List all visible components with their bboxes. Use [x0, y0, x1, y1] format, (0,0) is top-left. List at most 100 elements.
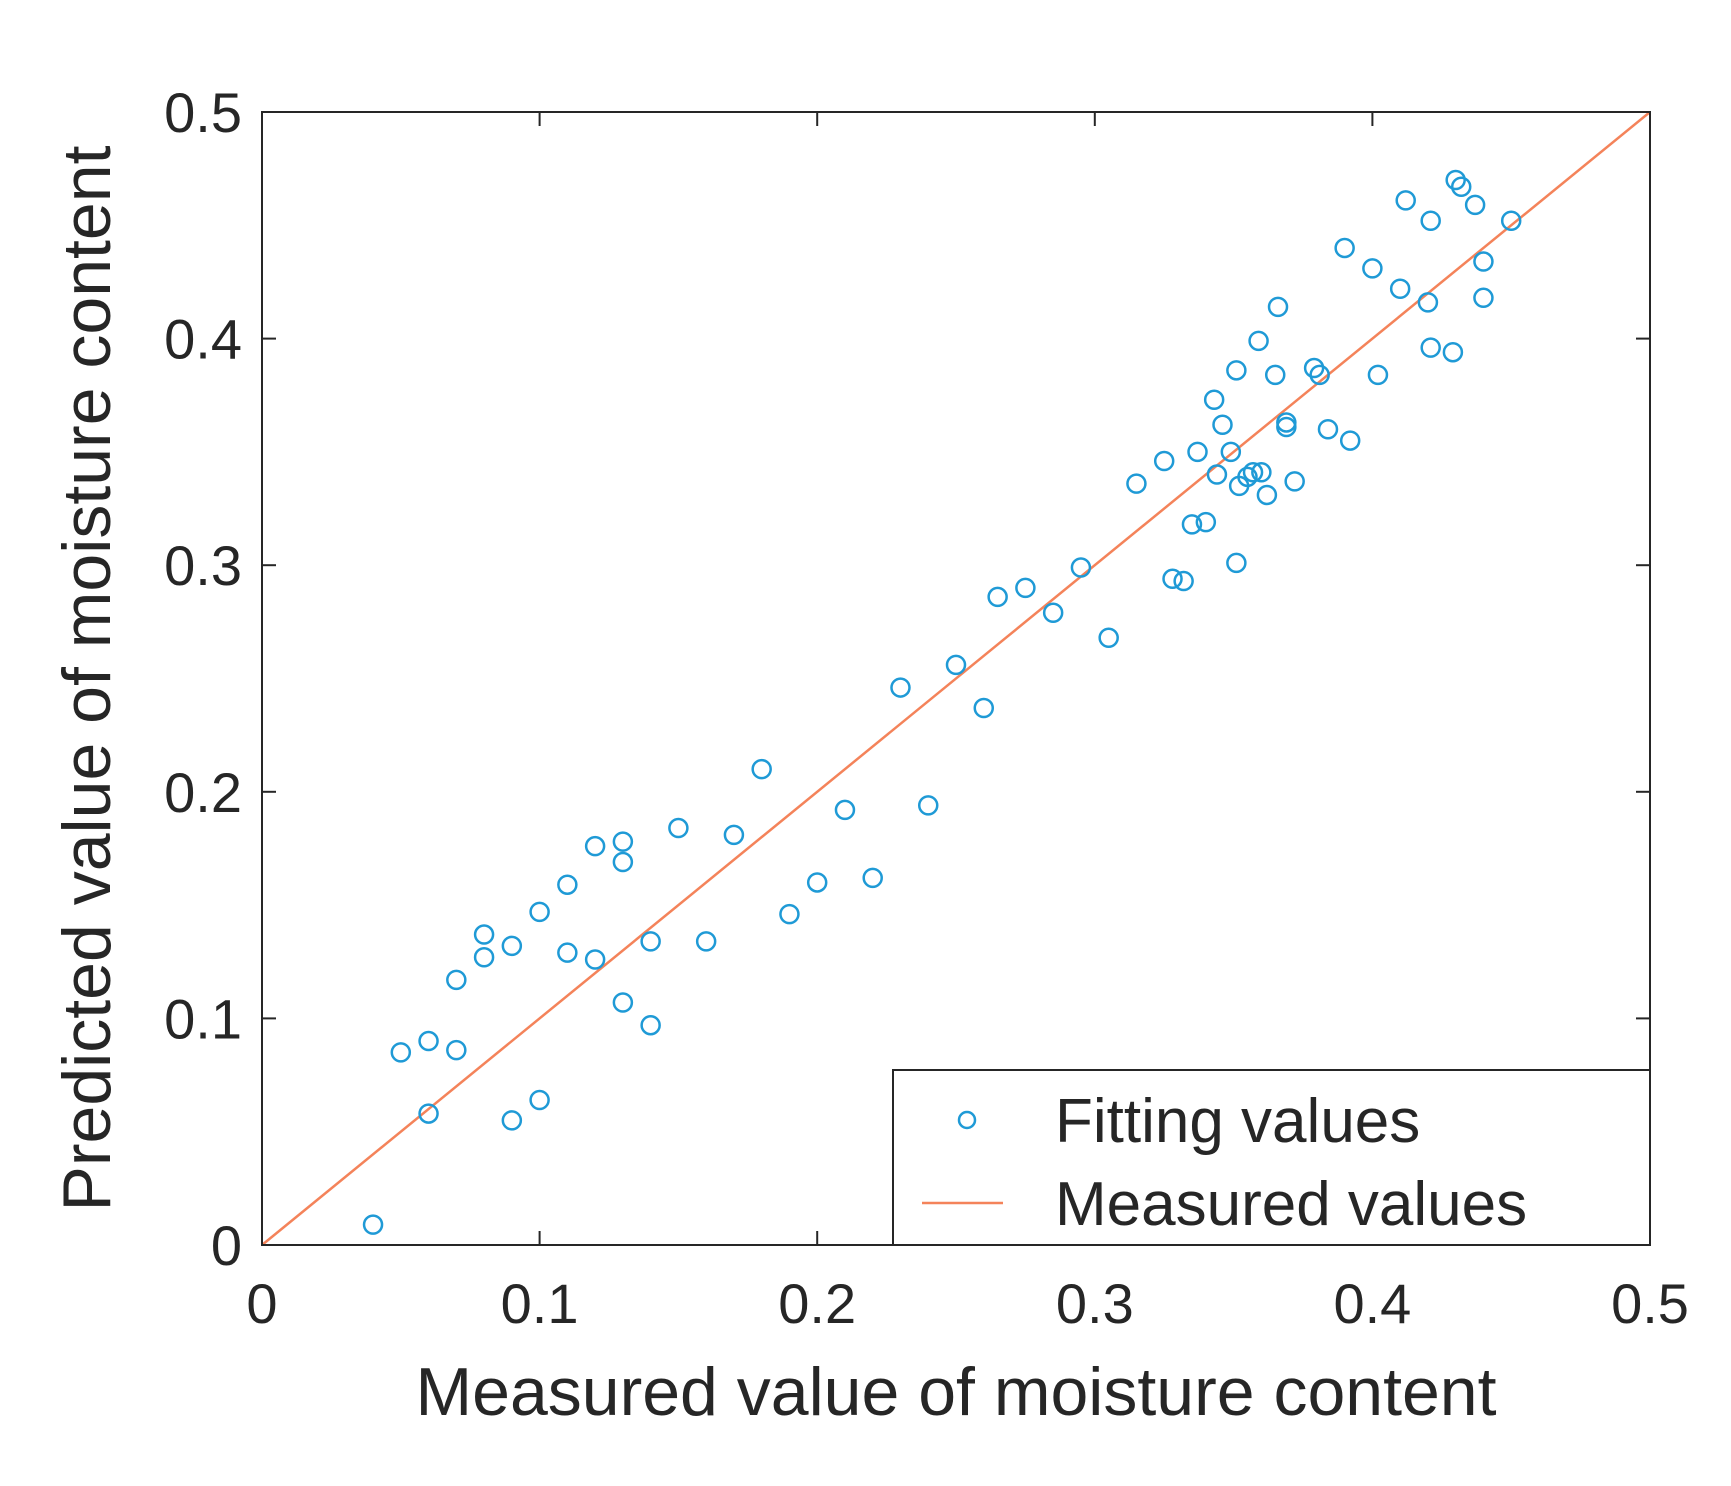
- fitting-value-point: [362, 1214, 384, 1235]
- y-tick-label: 0.4: [164, 308, 242, 371]
- fitting-value-point: [446, 969, 467, 991]
- fitting-value-point: [1362, 258, 1383, 279]
- fitting-value-point: [612, 851, 634, 873]
- fitting-value-point: [917, 795, 939, 816]
- fitting-value-point: [668, 817, 689, 839]
- fitting-value-point: [1417, 292, 1439, 313]
- fitting-value-point: [584, 835, 606, 857]
- fitting-value-point: [418, 1030, 439, 1052]
- y-axis-title: Predicted value of moisture content: [49, 145, 125, 1211]
- fitting-value-point: [1445, 169, 1466, 191]
- y-tick-label: 0.1: [164, 987, 242, 1050]
- y-tick-label: 0.2: [164, 761, 242, 824]
- fitting-value-point: [1173, 570, 1194, 592]
- fitting-value-point: [973, 697, 995, 719]
- fitting-value-point: [1070, 557, 1092, 578]
- legend-box: [892, 1069, 1651, 1246]
- fitting-value-point: [945, 654, 967, 676]
- legend-label-fitting: Fitting values: [1055, 1087, 1420, 1156]
- fitting-value-point: [446, 1039, 467, 1061]
- fitting-value-point: [1334, 237, 1355, 259]
- fitting-value-point: [640, 931, 661, 952]
- fitting-value-point: [640, 1014, 661, 1036]
- fitting-value-point: [1367, 364, 1389, 386]
- fitting-value-point: [1450, 176, 1472, 198]
- fitting-value-point: [890, 677, 911, 698]
- fitting-value-point: [1317, 418, 1339, 440]
- fitting-value-point: [1284, 471, 1305, 492]
- x-tick-label: 0.2: [778, 1272, 856, 1335]
- fitting-value-point: [1420, 337, 1441, 358]
- fitting-value-point: [1153, 450, 1175, 472]
- y-tick-label: 0.5: [164, 81, 242, 144]
- fitting-value-point: [1420, 210, 1441, 232]
- fitting-value-point: [1339, 430, 1361, 451]
- fitting-value-point: [1162, 568, 1183, 590]
- fitting-value-point: [501, 1110, 523, 1131]
- fitting-value-point: [779, 903, 800, 925]
- x-tick-label: 0.4: [1333, 1272, 1411, 1335]
- legend-marker-fitting: [957, 1110, 977, 1130]
- fitting-value-point: [418, 1103, 439, 1124]
- fitting-value-point: [612, 992, 634, 1013]
- fitting-value-point: [1256, 484, 1278, 506]
- x-tick-label: 0.5: [1611, 1272, 1689, 1335]
- fitting-value-point: [1226, 552, 1247, 574]
- x-tick-labels: 0 0.1 0.2 0.3 0.4 0.5: [246, 1272, 1689, 1335]
- fitting-value-point: [1181, 514, 1203, 535]
- fitting-value-point: [1276, 416, 1297, 438]
- fitting-value-point: [1464, 194, 1486, 216]
- fitting-value-point: [1303, 357, 1325, 379]
- fitting-value-point: [1242, 462, 1264, 483]
- legend: Fitting values Measured values: [892, 1069, 1651, 1246]
- fitting-value-point: [1309, 364, 1330, 386]
- fitting-value-point: [987, 586, 1008, 608]
- fitting-value-point: [806, 872, 828, 893]
- x-tick-label: 0.1: [501, 1272, 579, 1335]
- fitting-value-point: [529, 901, 550, 923]
- fitting-value-point: [1267, 296, 1289, 318]
- fitting-value-point: [390, 1042, 412, 1063]
- x-tick-label: 0: [246, 1272, 277, 1335]
- fitting-value-point: [1098, 627, 1119, 648]
- fitting-value-point: [1042, 602, 1064, 624]
- fitting-value-point: [1395, 190, 1416, 211]
- fitting-value-point: [751, 758, 772, 780]
- fitting-value-point: [1206, 464, 1228, 485]
- fitting-value-point: [612, 831, 634, 852]
- fitting-value-point: [1264, 364, 1286, 386]
- fitting-value-point: [1195, 511, 1217, 533]
- fitting-value-point: [501, 935, 523, 957]
- fitting-value-point: [1226, 360, 1247, 381]
- legend-label-measured: Measured values: [1055, 1170, 1527, 1239]
- fitting-value-point: [584, 949, 606, 970]
- fitting-value-point: [557, 874, 578, 895]
- fitting-value-point: [834, 799, 856, 821]
- fitting-value-point: [473, 946, 495, 968]
- fitting-value-point: [695, 931, 717, 952]
- fitting-value-point: [473, 924, 495, 945]
- fitting-value-point: [1389, 278, 1411, 299]
- fitting-value-point: [1220, 441, 1242, 463]
- fitting-value-point: [1473, 251, 1494, 272]
- fitting-value-point: [1251, 462, 1272, 483]
- y-tick-label: 0.3: [164, 534, 242, 597]
- y-tick-labels: 0 0.1 0.2 0.3 0.4 0.5: [164, 81, 242, 1277]
- fitting-value-point: [1203, 389, 1225, 411]
- fitting-value-point: [862, 867, 883, 889]
- fitting-value-point: [529, 1089, 550, 1111]
- x-tick-label: 0.3: [1056, 1272, 1134, 1335]
- fitting-value-point: [1212, 414, 1233, 435]
- fitting-value-point: [1187, 441, 1208, 463]
- fitting-value-point: [1015, 577, 1036, 599]
- fitting-value-point: [1237, 466, 1258, 488]
- fitting-value-point: [1248, 330, 1269, 352]
- fitting-value-point: [723, 824, 745, 846]
- fitting-value-point: [1500, 210, 1522, 232]
- y-tick-label: 0: [211, 1214, 242, 1277]
- fitting-value-point: [1473, 287, 1494, 309]
- fitting-value-point: [1126, 473, 1147, 494]
- x-axis-title: Measured value of moisture content: [415, 1354, 1496, 1430]
